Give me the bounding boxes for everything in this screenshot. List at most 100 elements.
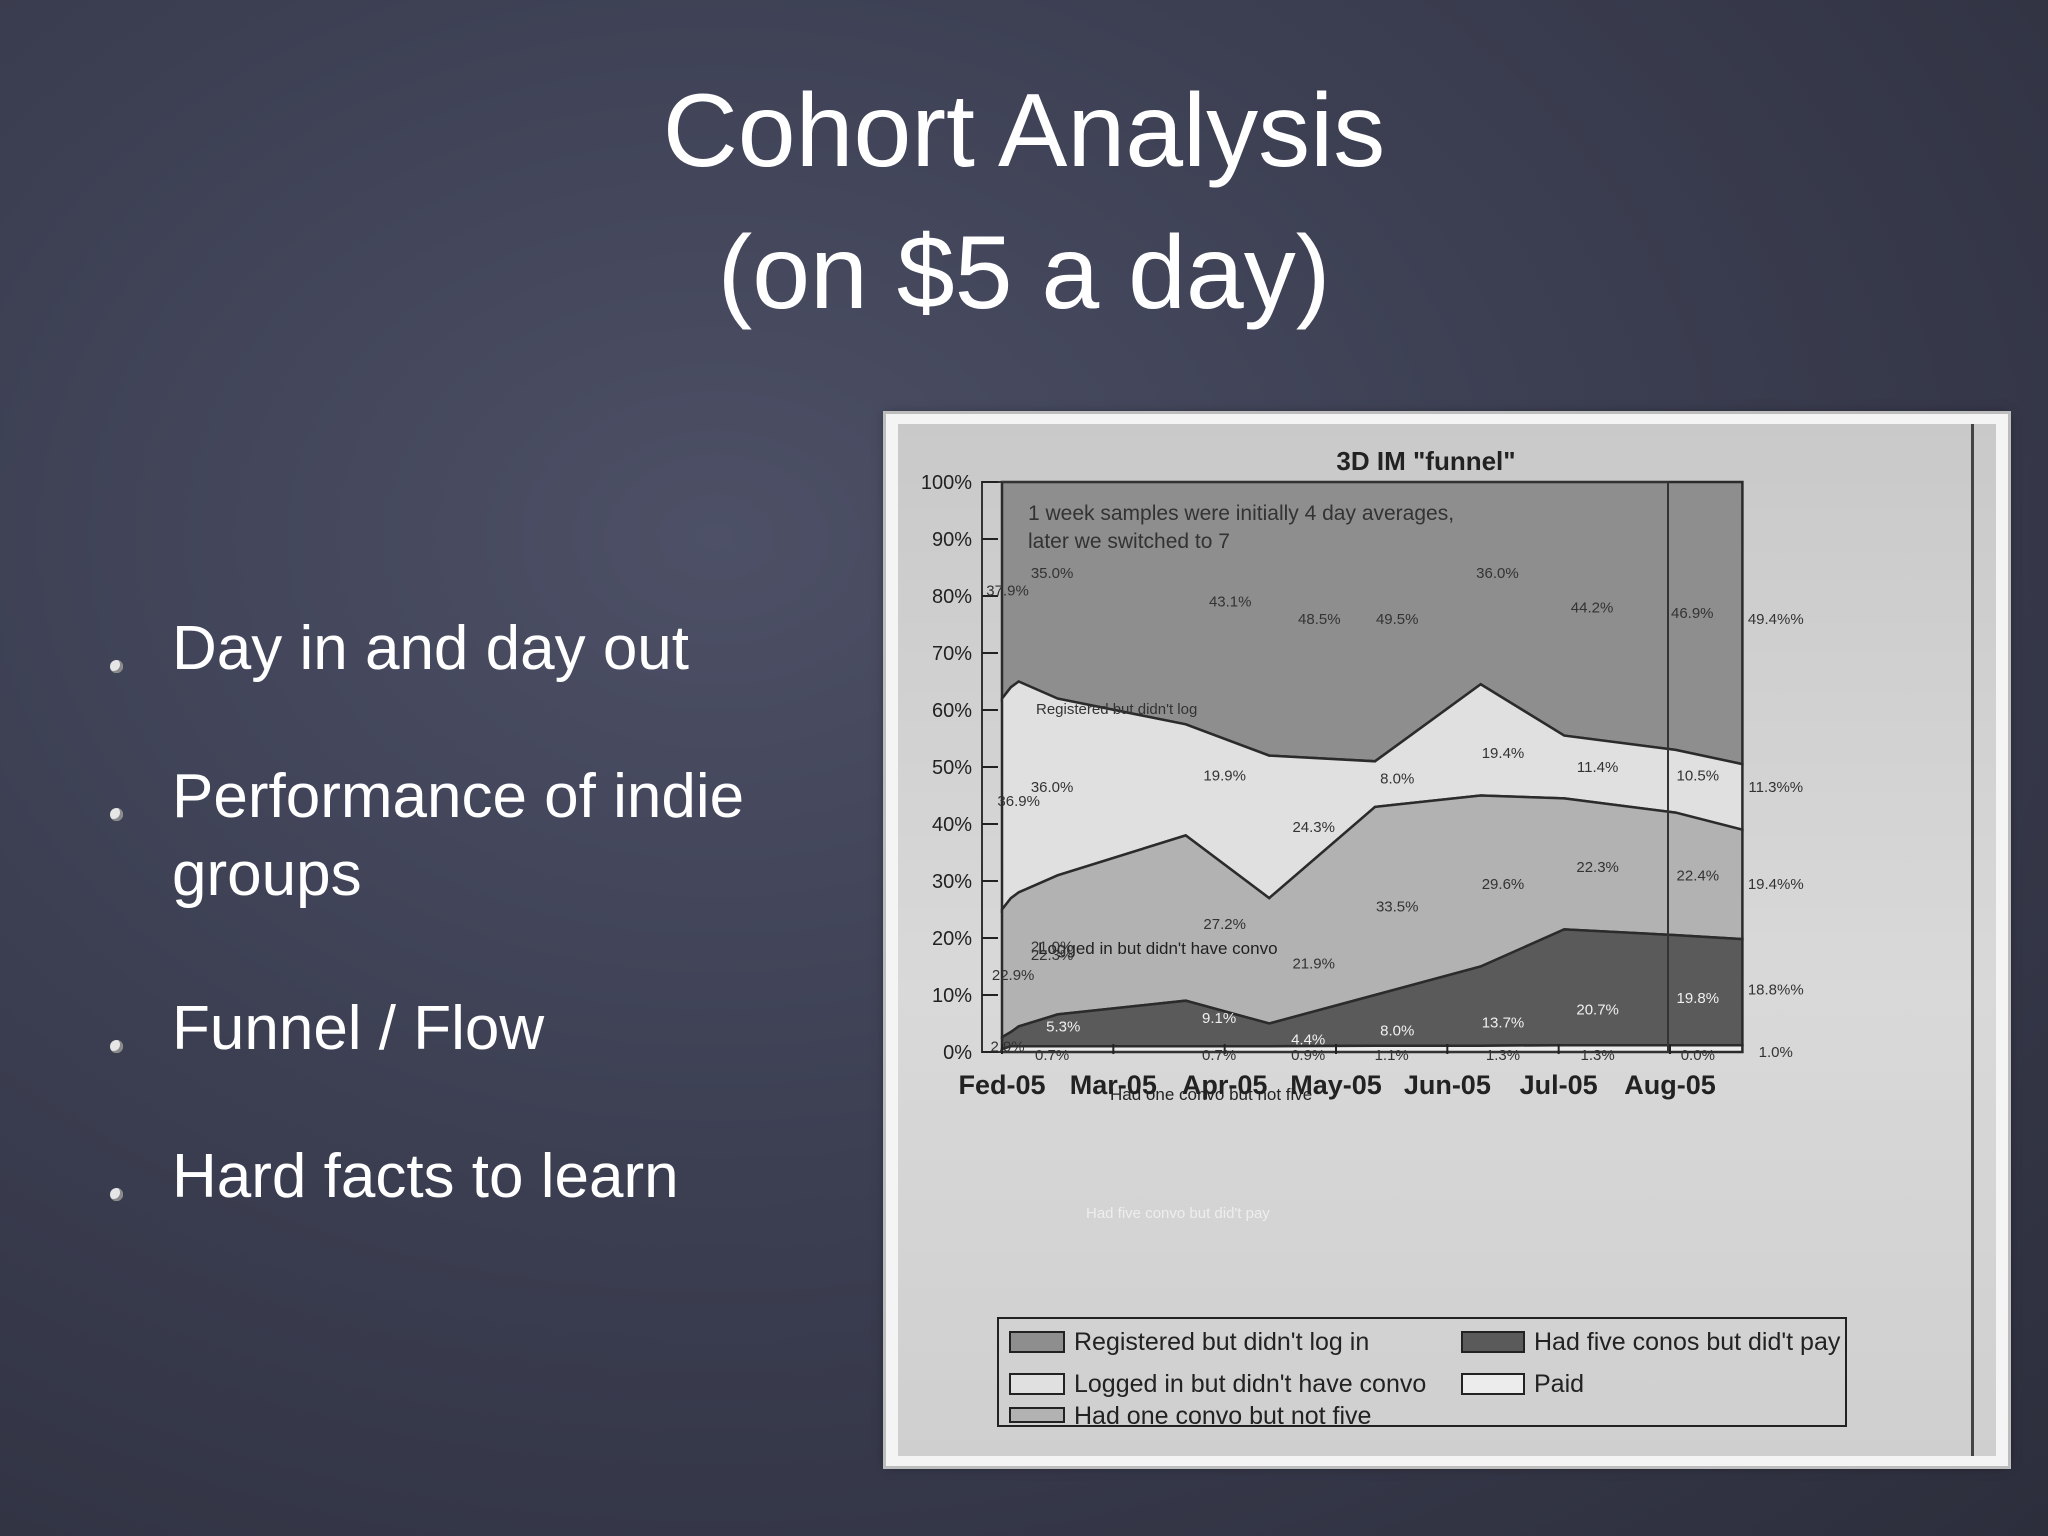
- data-label: 19.8%: [1677, 990, 1720, 1007]
- data-label: 22.3%: [1576, 859, 1619, 876]
- data-label: 36.9%: [997, 793, 1040, 810]
- legend-label-one-convo: Had one convo but not five: [1074, 1402, 1371, 1430]
- bullet-item: Funnel / Flow: [108, 990, 544, 1068]
- series-label-logged-in: Logged in but didn't have convo: [1038, 939, 1278, 958]
- y-tick-label: 90%: [932, 529, 972, 551]
- data-label: 35.0%: [1031, 565, 1074, 582]
- x-tick-label: Aug-05: [1624, 1070, 1716, 1100]
- data-label: 19.4%%: [1748, 876, 1804, 893]
- legend-swatch-registered: [1009, 1331, 1065, 1353]
- data-label: 46.9%: [1671, 605, 1714, 622]
- x-tick-label: May-05: [1290, 1070, 1382, 1100]
- data-label: 22.3%: [1031, 947, 1074, 964]
- series-label-registered: Registered but didn't log: [1036, 701, 1197, 718]
- bullet-text: Funnel / Flow: [172, 994, 545, 1063]
- slide-title: Cohort Analysis (on $5 a day): [0, 60, 2048, 344]
- data-label: 11.3%%: [1748, 779, 1803, 796]
- data-label: 9.1%: [1202, 1010, 1236, 1027]
- bullet-dot-icon: [110, 660, 123, 673]
- slide-title-line2: (on $5 a day): [717, 215, 1331, 331]
- y-tick-label: 20%: [932, 928, 972, 950]
- chart-paper: 3D IM "funnel" 0% 10% 20% 30% 40% 50% 60% 70% 80…: [898, 424, 1996, 1456]
- legend-label-paid: Paid: [1534, 1370, 1584, 1398]
- chart-annotation-line1: 1 week samples were initially 4 day aver…: [1028, 502, 1454, 525]
- data-label: 0.9%: [1291, 1047, 1325, 1064]
- chart-legend: Registered but didn't log in Logged in b…: [997, 1317, 1847, 1430]
- data-label: 24.3%: [1292, 819, 1335, 836]
- data-label: 2.9%: [990, 1038, 1024, 1055]
- y-tick-label: 100%: [921, 472, 972, 494]
- data-label: 0.7%: [1035, 1047, 1069, 1064]
- data-label: 43.1%: [1209, 594, 1252, 611]
- data-label: 29.6%: [1482, 876, 1525, 893]
- data-label: 44.2%: [1571, 599, 1614, 616]
- y-tick-label: 0%: [943, 1042, 972, 1064]
- legend-swatch-five-convos: [1461, 1331, 1525, 1353]
- legend-swatch-paid: [1461, 1373, 1525, 1395]
- bullet-text: Performance of indie groups: [172, 762, 745, 909]
- chart-title: 3D IM "funnel": [1336, 446, 1515, 476]
- y-tick-label: 60%: [932, 700, 972, 722]
- data-label: 21.9%: [1292, 956, 1335, 973]
- bullet-item: Day in and day out: [108, 610, 689, 688]
- data-label: 48.5%: [1298, 611, 1341, 628]
- data-label: 0.0%: [1681, 1047, 1715, 1064]
- data-label: 22.4%: [1677, 867, 1720, 884]
- y-tick-label: 70%: [932, 643, 972, 665]
- legend-frame: [997, 1317, 1847, 1427]
- bullet-text: Hard facts to learn: [172, 1142, 679, 1211]
- data-label: 1.0%: [1759, 1044, 1793, 1061]
- bullet-dot-icon: [110, 1040, 123, 1053]
- x-tick-label: Jun-05: [1404, 1070, 1491, 1100]
- x-tick-label: Mar-05: [1070, 1070, 1157, 1100]
- data-label: 21.0%: [1031, 939, 1074, 956]
- data-label: 10.5%: [1677, 768, 1720, 785]
- data-label: 1.3%: [1486, 1047, 1520, 1064]
- bullet-item: Hard facts to learn: [108, 1138, 679, 1216]
- chart-photo: 3D IM "funnel" 0% 10% 20% 30% 40% 50% 60% 70% 80…: [886, 414, 2008, 1466]
- legend-swatch-one-convo: [1009, 1407, 1065, 1423]
- data-label: 0.7%: [1202, 1047, 1236, 1064]
- funnel-chart: 3D IM "funnel" 0% 10% 20% 30% 40% 50% 60% 70% 80…: [921, 446, 1847, 1430]
- data-label: 49.5%: [1376, 611, 1419, 628]
- data-label: 27.2%: [1203, 916, 1246, 933]
- data-label: 8.0%: [1380, 1022, 1414, 1039]
- bullet-dot-icon: [110, 1188, 123, 1201]
- data-label: 5.3%: [1046, 1018, 1080, 1035]
- data-label: 19.4%: [1482, 745, 1525, 762]
- legend-label-registered: Registered but didn't log in: [1074, 1328, 1369, 1356]
- chart-annotation-line2: later we switched to 7: [1028, 530, 1230, 553]
- bullet-text: Day in and day out: [172, 614, 690, 683]
- legend-swatch-logged-in: [1009, 1373, 1065, 1395]
- data-label: 33.5%: [1376, 899, 1419, 916]
- x-tick-label: Fed-05: [958, 1070, 1045, 1100]
- data-label: 11.4%: [1577, 759, 1618, 776]
- data-label: 1.3%: [1581, 1047, 1615, 1064]
- data-label: 8.0%: [1380, 770, 1414, 787]
- y-tick-label: 40%: [932, 814, 972, 836]
- legend-label-five-convos: Had five conos but did't pay: [1534, 1328, 1841, 1356]
- series-label-one-convo: Had one convo but not five: [1110, 1085, 1312, 1104]
- data-label: 22.9%: [992, 967, 1035, 984]
- slide-title-line1: Cohort Analysis: [662, 73, 1386, 189]
- data-label: 36.0%: [1031, 779, 1074, 796]
- paper-edge: [1971, 424, 1974, 1456]
- data-label: 20.7%: [1576, 1001, 1619, 1018]
- x-tick-label: Apr-05: [1182, 1070, 1268, 1100]
- bullet-dot-icon: [110, 808, 123, 821]
- y-tick-label: 10%: [932, 985, 972, 1007]
- legend-label-logged-in: Logged in but didn't have convo: [1074, 1370, 1426, 1398]
- y-tick-label: 50%: [932, 757, 972, 779]
- y-tick-label: 30%: [932, 871, 972, 893]
- x-tick-label: Jul-05: [1520, 1070, 1598, 1100]
- series-label-five-convos: Had five convo but did't pay: [1086, 1205, 1270, 1222]
- data-label: 36.0%: [1476, 565, 1519, 582]
- data-label: 49.4%%: [1748, 611, 1804, 628]
- y-tick-label: 80%: [932, 586, 972, 608]
- data-label: 19.9%: [1203, 768, 1246, 785]
- data-label: 18.8%%: [1748, 981, 1804, 998]
- data-label: 37.9%: [986, 582, 1029, 599]
- data-label: 1.1%: [1375, 1047, 1409, 1064]
- data-label: 13.7%: [1482, 1014, 1525, 1031]
- bullet-item: Performance of indie groups: [108, 758, 868, 914]
